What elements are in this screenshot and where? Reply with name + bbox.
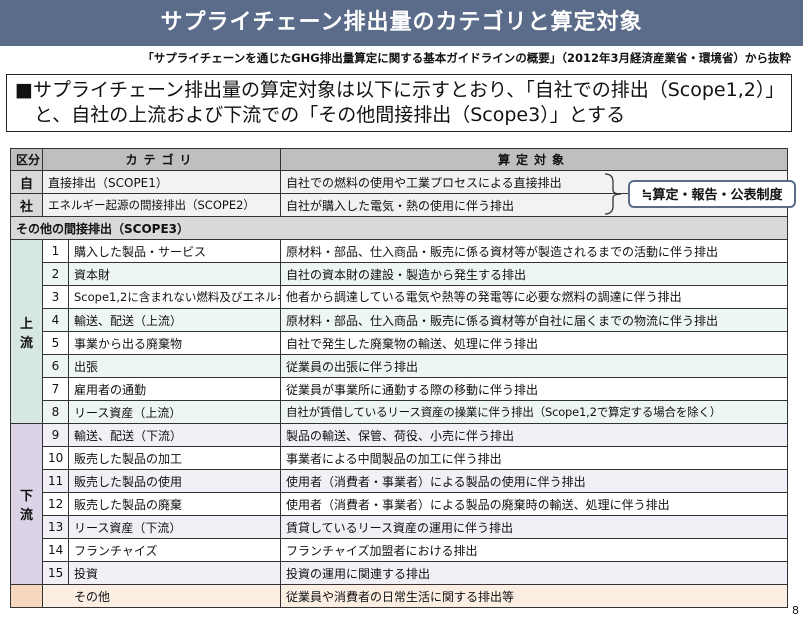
table-row: 下 流 9 輸送、配送（下流） 製品の輸送、保管、荷役、小売に伴う排出 (10, 423, 788, 585)
table-row: 5 事業から出る廃棄物 自社で発生した廃棄物の輸送、処理に伴う排出 (11, 331, 788, 355)
header-target: 算定対象 (280, 148, 788, 171)
table-row: 4 輸送、配送（上流） 原材料・部品、仕入商品・販売に係る資材等が自社に届くまで… (11, 308, 788, 332)
row-target: 自社が賃借しているリース資産の操業に伴う排出（Scope1,2で算定する場合を除… (280, 400, 788, 424)
own-label-1: 自 (10, 170, 43, 194)
own-row-1: 自 直接排出（SCOPE1） 自社での燃料の使用や工業プロセスによる直接排出 (10, 170, 788, 194)
row-num: 9 (42, 423, 69, 447)
row-num: 11 (42, 469, 69, 493)
row-category: 輸送、配送（下流） (67, 423, 282, 447)
row-target: 事業者による中間製品の加工に伴う排出 (280, 446, 788, 470)
downstream-label-1: 下 (19, 489, 33, 504)
row-num: 10 (42, 446, 69, 470)
downstream-label: 下 流 (10, 423, 43, 585)
table-row: 7 雇用者の通勤 従業員が事業所に通勤する際の移動に伴う排出 (11, 377, 788, 401)
table-row: 13 リース資産（下流） 賃貸しているリース資産の運用に伴う排出 (11, 515, 788, 539)
table-row: 2 資本財 自社の資本財の建設・製造から発生する排出 (11, 262, 788, 286)
table-row: 12 販売した製品の廃棄 使用者（消費者・事業者）による製品の廃棄時の輸送、処理… (11, 492, 788, 516)
other-label (10, 584, 43, 608)
row-category: リース資産（下流） (67, 515, 282, 539)
downstream-label-2: 流 (19, 508, 33, 523)
header-kubun: 区分 (10, 148, 43, 171)
table-row: 8 リース資産（上流） 自社が賃借しているリース資産の操業に伴う排出（Scope… (11, 400, 788, 424)
callout-reporting-system: ≒算定・報告・公表制度 (628, 180, 796, 208)
brace-icon (604, 173, 622, 215)
slide-title: サプライチェーン排出量のカテゴリと算定対象 (0, 0, 803, 46)
row-target: 投資の運用に関連する排出 (280, 561, 788, 585)
table-row: 上 流 1 購入した製品・サービス 原材料・部品、仕入商品・販売に係る資材等が製… (10, 239, 788, 424)
row-target: 原材料・部品、仕入商品・販売に係る資材等が自社に届くまでの物流に伴う排出 (280, 308, 788, 332)
row-num: 8 (42, 400, 69, 424)
row-category: 輸送、配送（上流） (67, 308, 282, 332)
table-row: 3 Scope1,2に含まれない燃料及びエネルギー関連活動 他者から調達している… (11, 285, 788, 309)
table-row: 15 投資 投資の運用に関連する排出 (11, 561, 788, 585)
row-category: 販売した製品の廃棄 (67, 492, 282, 516)
row-num: 3 (42, 285, 69, 309)
header-category: カテゴリ (41, 148, 282, 171)
row-target: 原材料・部品、仕入商品・販売に係る資材等が製造されるまでの活動に伴う排出 (280, 239, 788, 263)
lead-line-1: ■サプライチェーン排出量の算定対象は以下に示すとおり、「自社での排出（Scope… (15, 79, 785, 101)
scope3-label: その他の間接排出（SCOPE3） (10, 216, 788, 240)
category-table: 区分 カテゴリ 算定対象 自 直接排出（SCOPE1） 自社での燃料の使用や工業… (10, 148, 788, 608)
row-category: 販売した製品の使用 (67, 469, 282, 493)
row-category: 販売した製品の加工 (67, 446, 282, 470)
row-target: 使用者（消費者・事業者）による製品の使用に伴う排出 (280, 469, 788, 493)
row-target: 自社の資本財の建設・製造から発生する排出 (280, 262, 788, 286)
row-num: 7 (42, 377, 69, 401)
row-target: 従業員が事業所に通勤する際の移動に伴う排出 (280, 377, 788, 401)
row-category: リース資産（上流） (67, 400, 282, 424)
table-row: 6 出張 従業員の出張に伴う排出 (11, 354, 788, 378)
row-num: 5 (42, 331, 69, 355)
table-header-row: 区分 カテゴリ 算定対象 (10, 148, 788, 171)
row-target: 従業員の出張に伴う排出 (280, 354, 788, 378)
row-category: 資本財 (67, 262, 282, 286)
row-num: 15 (42, 561, 69, 585)
row-category: Scope1,2に含まれない燃料及びエネルギー関連活動 (67, 285, 282, 309)
row-category: フランチャイズ (67, 538, 282, 562)
row-num: 13 (42, 515, 69, 539)
row-num: 2 (42, 262, 69, 286)
row-target: 自社で発生した廃棄物の輸送、処理に伴う排出 (280, 331, 788, 355)
row-category: 事業から出る廃棄物 (67, 331, 282, 355)
other-category: その他 (41, 584, 282, 608)
upstream-label-2: 流 (19, 335, 33, 351)
own-label-2: 社 (10, 193, 43, 217)
row-category: 購入した製品・サービス (67, 239, 282, 263)
row-num: 6 (42, 354, 69, 378)
row-num: 14 (42, 538, 69, 562)
scope3-row: その他の間接排出（SCOPE3） (10, 216, 788, 240)
own-category-2: エネルギー起源の間接排出（SCOPE2） (41, 193, 282, 217)
row-category: 出張 (67, 354, 282, 378)
row-target: フランチャイズ加盟者における排出 (280, 538, 788, 562)
row-target: 賃貸しているリース資産の運用に伴う排出 (280, 515, 788, 539)
row-target: 使用者（消費者・事業者）による製品の廃棄時の輸送、処理に伴う排出 (280, 492, 788, 516)
row-target: 他者から調達している電気や熱等の発電等に必要な燃料の調達に伴う排出 (280, 285, 788, 309)
row-num: 1 (42, 239, 69, 263)
other-target: 従業員や消費者の日常生活に関する排出等 (280, 584, 788, 608)
row-category: 雇用者の通勤 (67, 377, 282, 401)
lead-box: ■サプライチェーン排出量の算定対象は以下に示すとおり、「自社での排出（Scope… (6, 74, 792, 132)
other-row: その他 従業員や消費者の日常生活に関する排出等 (10, 584, 788, 608)
lead-line-2: と、自社の上流および下流での「その他間接排出（Scope3）」とする (15, 104, 626, 126)
row-category: 投資 (67, 561, 282, 585)
upstream-label-1: 上 (19, 316, 33, 332)
table-row: 11 販売した製品の使用 使用者（消費者・事業者）による製品の使用に伴う排出 (11, 469, 788, 493)
own-category-1: 直接排出（SCOPE1） (41, 170, 282, 194)
table-row: 14 フランチャイズ フランチャイズ加盟者における排出 (11, 538, 788, 562)
table-row: 10 販売した製品の加工 事業者による中間製品の加工に伴う排出 (11, 446, 788, 470)
page-number: 8 (792, 604, 799, 617)
row-target: 製品の輸送、保管、荷役、小売に伴う排出 (280, 423, 788, 447)
source-note: 「サプライチェーンを通じたGHG排出量算定に関する基本ガイドラインの概要」（20… (142, 51, 791, 65)
row-num: 4 (42, 308, 69, 332)
row-num: 12 (42, 492, 69, 516)
upstream-label: 上 流 (10, 239, 43, 424)
